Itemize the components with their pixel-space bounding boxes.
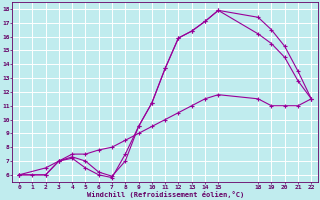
X-axis label: Windchill (Refroidissement éolien,°C): Windchill (Refroidissement éolien,°C) — [86, 191, 244, 198]
